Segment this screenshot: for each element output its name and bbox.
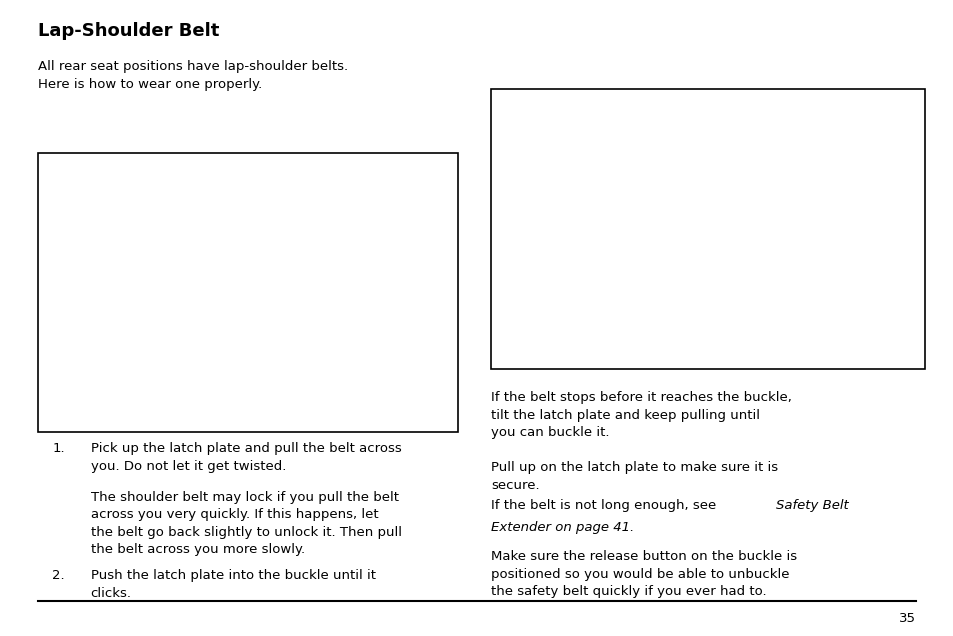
Text: 2.: 2.	[52, 569, 65, 582]
Bar	[38, 153, 457, 432]
Text: 35: 35	[898, 612, 915, 625]
Text: If the belt is not long enough, see: If the belt is not long enough, see	[491, 499, 720, 512]
Text: If the belt stops before it reaches the buckle,
tilt the latch plate and keep pu: If the belt stops before it reaches the …	[491, 391, 791, 439]
Text: Make sure the release button on the buckle is
positioned so you would be able to: Make sure the release button on the buck…	[491, 550, 797, 598]
Text: All rear seat positions have lap-shoulder belts.
Here is how to wear one properl: All rear seat positions have lap-shoulde…	[38, 60, 348, 91]
Text: Pull up on the latch plate to make sure it is
secure.: Pull up on the latch plate to make sure …	[491, 461, 778, 492]
Bar	[491, 89, 924, 369]
Text: Push the latch plate into the buckle until it
clicks.: Push the latch plate into the buckle unt…	[91, 569, 375, 600]
Text: Safety Belt: Safety Belt	[775, 499, 847, 512]
Text: 1.: 1.	[52, 442, 65, 455]
Text: Lap-Shoulder Belt: Lap-Shoulder Belt	[38, 22, 219, 40]
Text: Extender on page 41.: Extender on page 41.	[491, 521, 634, 534]
Text: The shoulder belt may lock if you pull the belt
across you very quickly. If this: The shoulder belt may lock if you pull t…	[91, 491, 401, 556]
Text: Pick up the latch plate and pull the belt across
you. Do not let it get twisted.: Pick up the latch plate and pull the bel…	[91, 442, 401, 473]
